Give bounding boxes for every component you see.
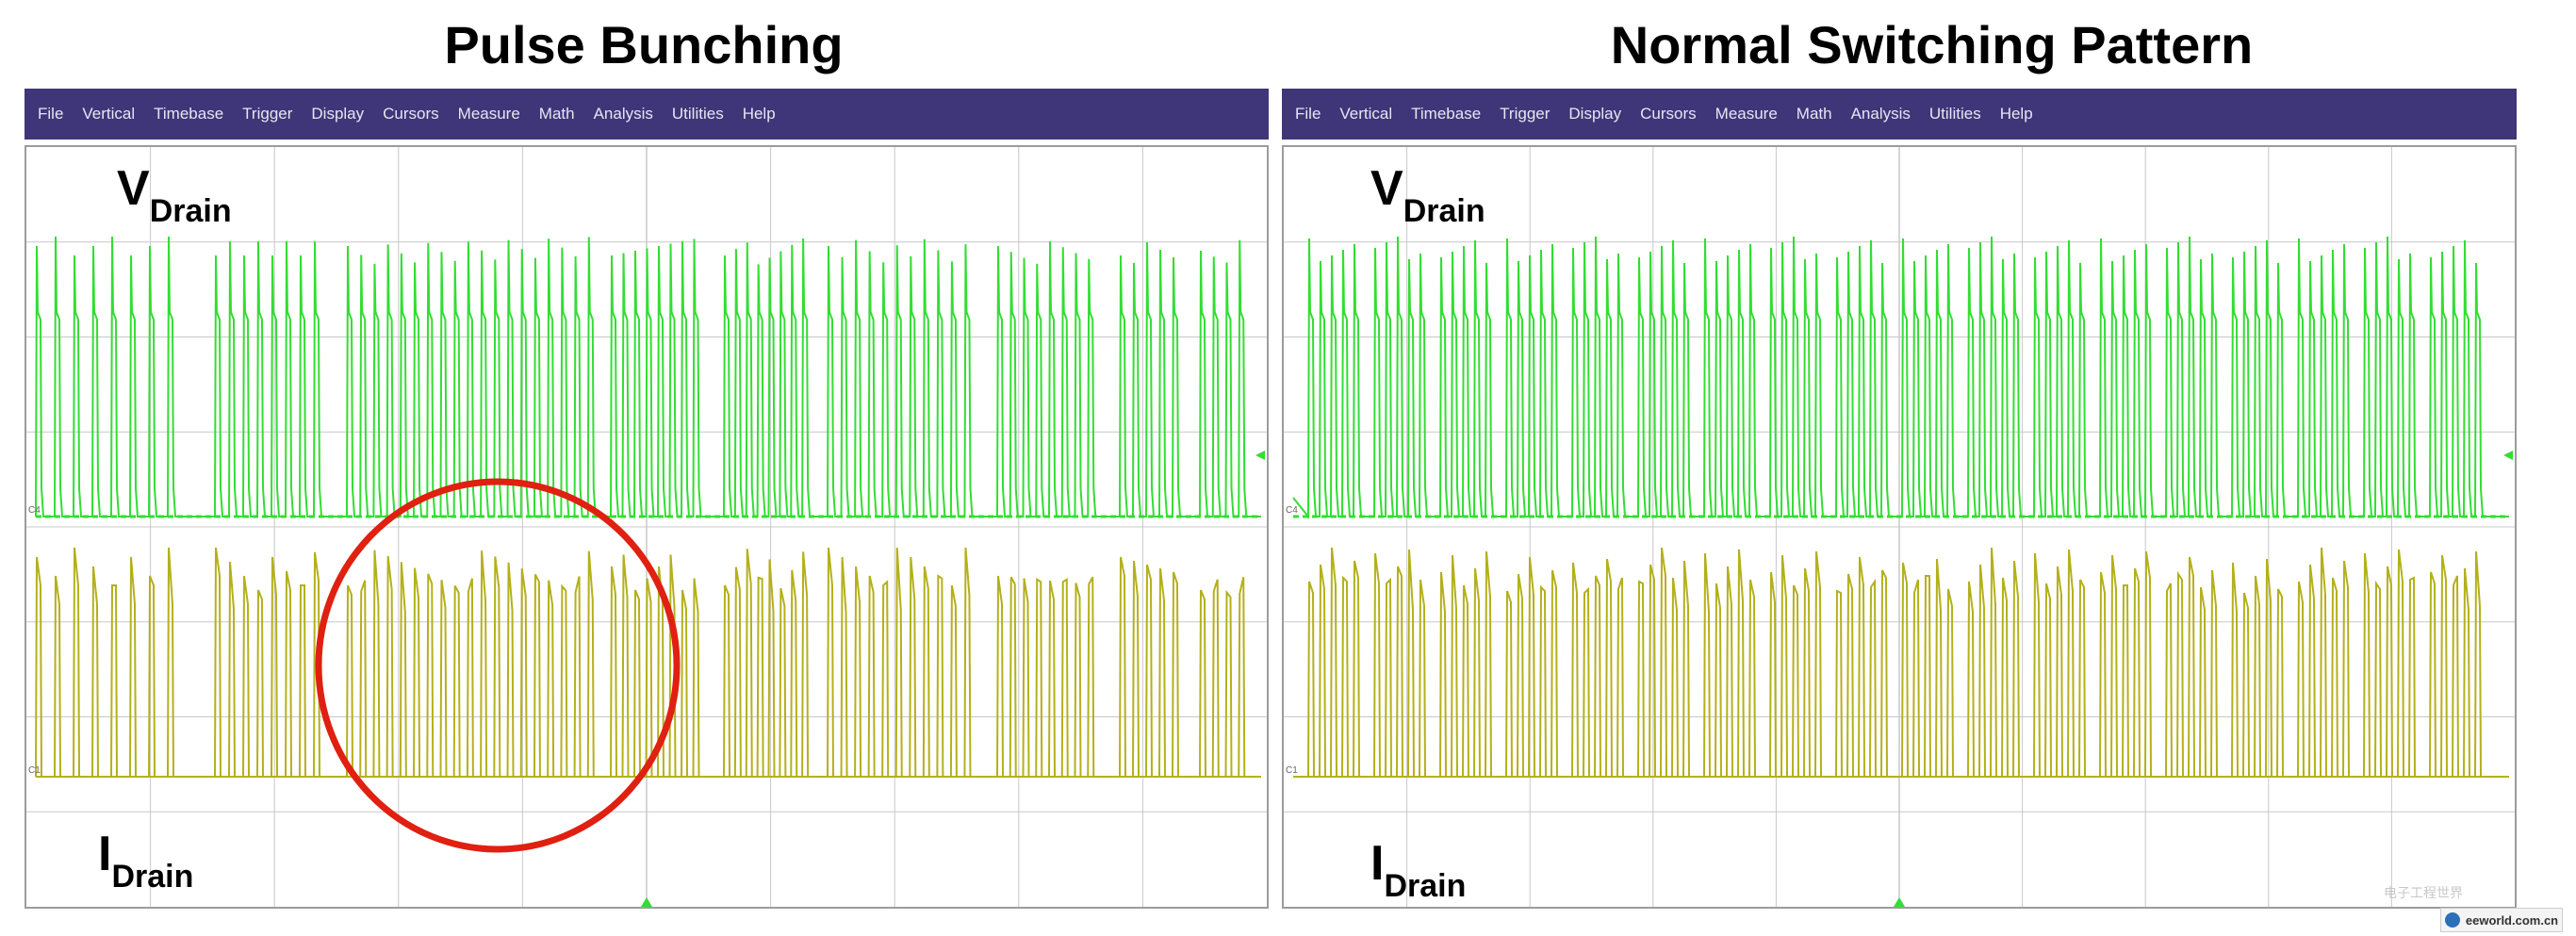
highlight-circle [315,478,681,853]
right-panel-title: Normal Switching Pattern [1610,15,2254,74]
left-panel-title: Pulse Bunching [444,15,844,74]
trigger-position-icon [641,897,652,907]
right-waveform-display[interactable]: C4 C1 VDrain IDrain [1282,145,2517,909]
trigger-level-icon [2503,451,2513,460]
menu-display[interactable]: Display [1568,105,1622,123]
site-logo-icon [2444,912,2460,928]
menu-cursors[interactable]: Cursors [383,105,439,123]
left-waveform-svg: C4 C1 [26,147,1267,907]
menu-help[interactable]: Help [1999,105,2033,123]
left-menubar: File Vertical Timebase Trigger Display C… [25,89,1269,140]
menu-file[interactable]: File [38,105,64,123]
left-waveform-display[interactable]: C4 C1 VDrain IDrain [25,145,1269,909]
ch1-marker: C1 [1286,765,1298,776]
right-oscilloscope-window: File Vertical Timebase Trigger Display C… [1282,89,2517,918]
left-oscilloscope-window: File Vertical Timebase Trigger Display C… [25,89,1269,918]
site-badge: eeworld.com.cn [2440,908,2563,932]
left-vdrain-label: VDrain [117,161,232,229]
menu-trigger[interactable]: Trigger [1500,105,1551,123]
menu-measure[interactable]: Measure [1715,105,1778,123]
menu-display[interactable]: Display [311,105,365,123]
idrain-trace [35,547,1261,778]
menu-utilities[interactable]: Utilities [671,105,724,123]
trigger-position-icon [1894,897,1905,907]
menu-timebase[interactable]: Timebase [1411,105,1482,123]
vdrain-trace [35,236,1261,517]
menu-vertical[interactable]: Vertical [1339,105,1393,123]
right-vdrain-label: VDrain [1370,161,1485,229]
right-menubar: File Vertical Timebase Trigger Display C… [1282,89,2517,140]
right-waveform-svg: C4 C1 [1284,147,2515,907]
menu-cursors[interactable]: Cursors [1640,105,1697,123]
left-idrain-label: IDrain [98,827,194,895]
trigger-level-icon [1255,451,1265,460]
watermark: 电子工程世界 [2384,885,2463,900]
right-idrain-label: IDrain [1370,836,1467,904]
vdrain-trace [1292,236,2509,519]
menu-utilities[interactable]: Utilities [1928,105,1981,123]
menu-timebase[interactable]: Timebase [154,105,224,123]
menu-vertical[interactable]: Vertical [82,105,136,123]
menu-analysis[interactable]: Analysis [1850,105,1911,123]
menu-file[interactable]: File [1295,105,1321,123]
idrain-trace [1293,547,2509,778]
ch4-marker: C4 [1286,505,1298,516]
site-badge-text: eeworld.com.cn [2465,912,2559,928]
ch4-marker: C4 [28,505,41,516]
menu-math[interactable]: Math [1796,105,1832,123]
menu-measure[interactable]: Measure [457,105,520,123]
menu-math[interactable]: Math [538,105,575,123]
menu-help[interactable]: Help [742,105,776,123]
ch1-marker: C1 [28,765,41,776]
menu-trigger[interactable]: Trigger [242,105,293,123]
graticule [1284,147,2515,907]
menu-analysis[interactable]: Analysis [593,105,653,123]
